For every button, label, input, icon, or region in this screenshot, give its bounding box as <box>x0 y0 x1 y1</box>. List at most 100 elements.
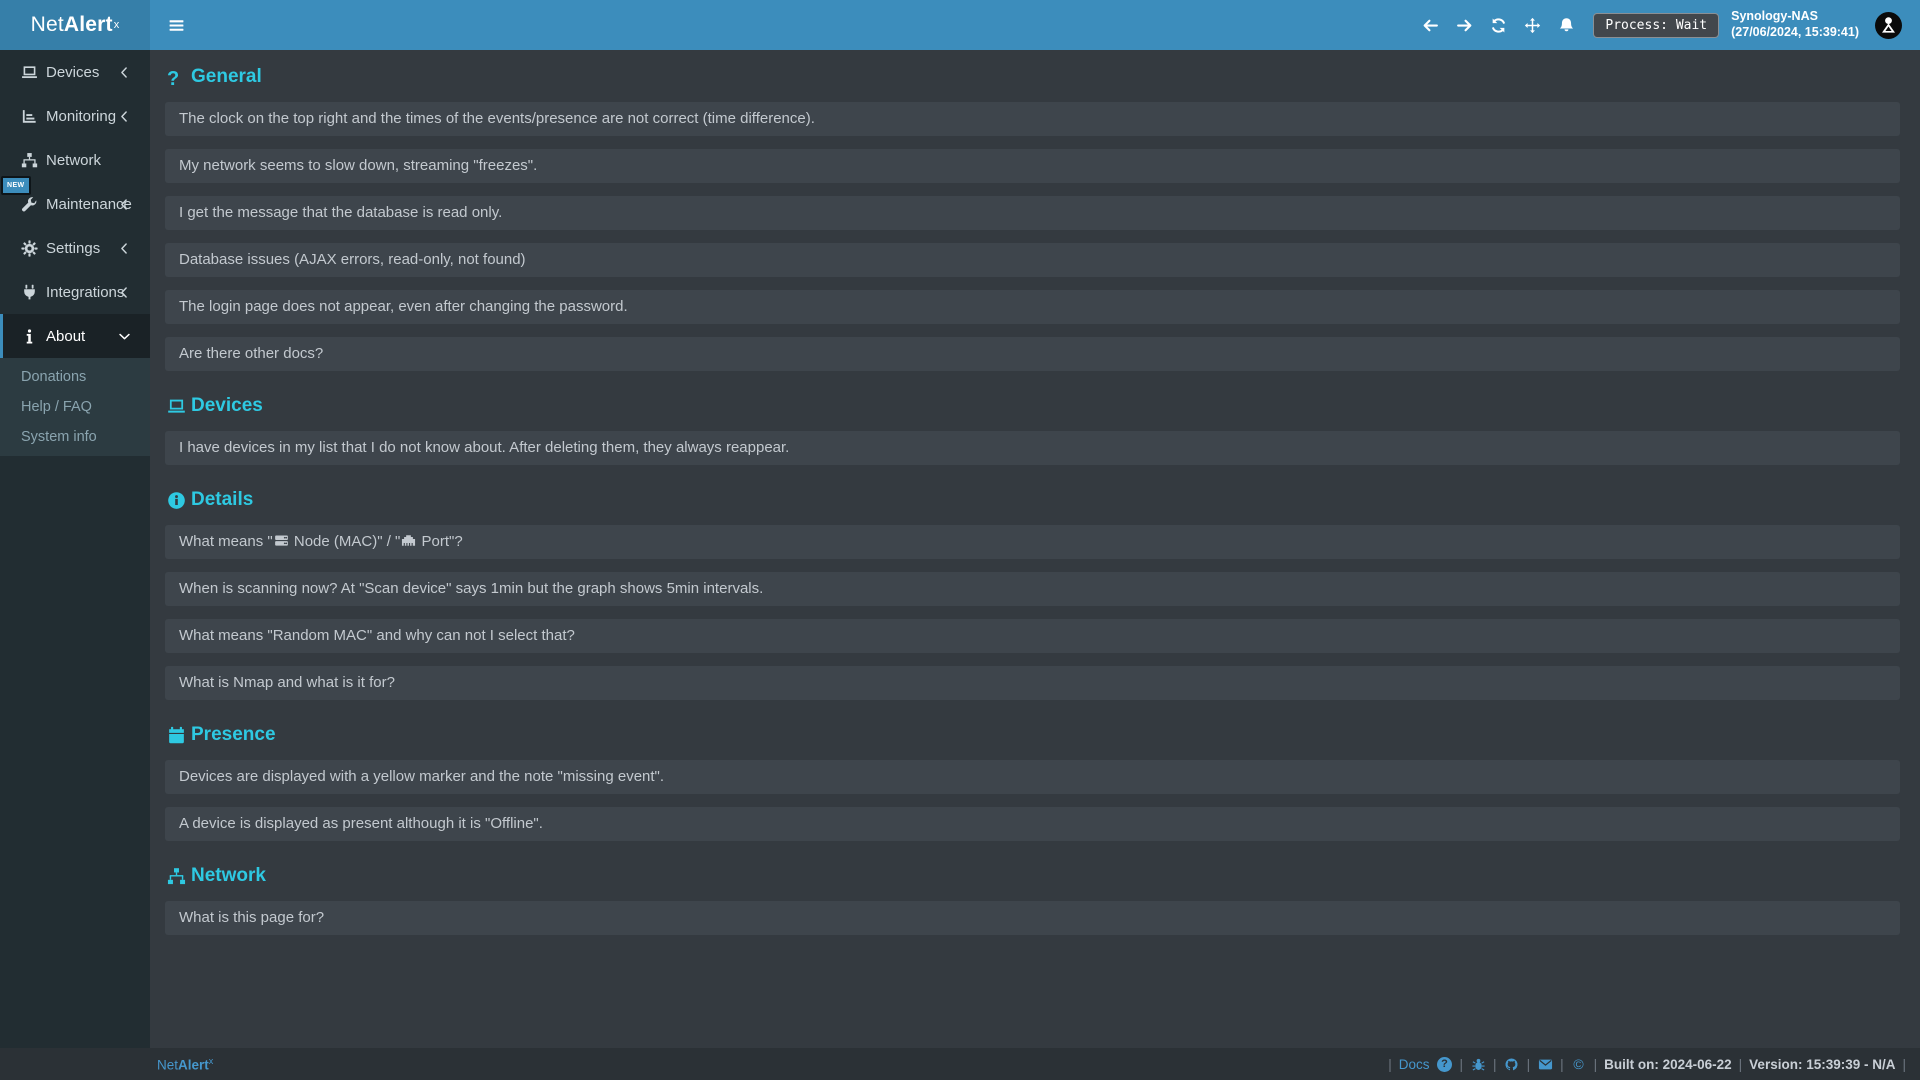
section-heading-presence: Presence <box>167 724 1900 746</box>
footer-separator: | <box>1738 1056 1743 1072</box>
footer-links: | Docs? | | | | © | Built on: 2024-06-22 | Version… <box>1388 1056 1906 1072</box>
footer-text: Version: 15:39:39 - N/A <box>1749 1056 1896 1072</box>
refresh-icon <box>1490 17 1507 34</box>
top-navbar: Net Alert x Process: Wait Synology-NAS (27… <box>0 0 1920 50</box>
chevron-left-icon <box>118 110 131 123</box>
faq-sections: ? General The clock on the top right and t… <box>165 66 1900 935</box>
bell-icon <box>1558 17 1575 34</box>
faq-item[interactable]: A device is displayed as present althoug… <box>165 807 1900 841</box>
sidebar-item-maintenance[interactable]: Maintenance <box>0 182 150 226</box>
server-icon <box>274 533 289 548</box>
sidebar-toggle-button[interactable] <box>150 0 203 50</box>
faq-item[interactable]: The clock on the top right and the times… <box>165 102 1900 136</box>
chevron-left-icon <box>118 198 131 211</box>
footer: NetAlertx | Docs? | | | | © | Built on: 2024-06-… <box>0 1048 1920 1080</box>
footer-separator: | <box>1902 1056 1906 1072</box>
github-icon[interactable] <box>1504 1056 1520 1072</box>
sidebar: Devices Monitoring Network Maintenance Setti… <box>0 50 150 1048</box>
section-title: Devices <box>191 395 263 416</box>
section-title: Network <box>191 865 266 886</box>
gear-icon <box>21 239 38 257</box>
sitemap-icon <box>167 867 186 886</box>
chevron-down-icon <box>118 330 131 343</box>
question-icon: ? <box>167 67 180 90</box>
faq-item[interactable]: What is this page for? <box>165 901 1900 935</box>
footer-brand-link[interactable]: NetAlertx <box>157 1055 214 1073</box>
footer-separator: | <box>1459 1056 1464 1072</box>
process-status-badge[interactable]: Process: Wait <box>1593 12 1720 38</box>
footer-separator: | <box>1593 1056 1598 1072</box>
chevron-left-icon <box>118 66 131 79</box>
faq-item[interactable]: What is Nmap and what is it for? <box>165 666 1900 700</box>
faq-item[interactable]: What means " Node (MAC)" / " Port"? <box>165 525 1900 559</box>
bug-icon[interactable] <box>1470 1056 1486 1072</box>
move-button[interactable] <box>1515 0 1549 50</box>
faq-item[interactable]: Database issues (AJAX errors, read-only,… <box>165 243 1900 277</box>
question-circle-icon[interactable]: ? <box>1437 1056 1453 1072</box>
chart-icon <box>21 108 38 125</box>
sidebar-item-devices[interactable]: Devices <box>0 50 150 94</box>
faq-item[interactable]: Devices are displayed with a yellow mark… <box>165 760 1900 794</box>
section-title: General <box>191 66 262 87</box>
move-icon <box>1524 17 1541 34</box>
host-name: Synology-NAS <box>1731 9 1818 24</box>
section-title: Presence <box>191 724 276 745</box>
docs-link[interactable]: Docs <box>1398 1056 1430 1072</box>
user-avatar <box>1875 11 1902 39</box>
sidebar-item-about[interactable]: About <box>0 314 150 358</box>
back-icon <box>1422 17 1439 34</box>
faq-item[interactable]: I get the message that the database is r… <box>165 196 1900 230</box>
section-heading-general: ? General <box>167 66 1900 90</box>
footer-separator: | <box>1388 1056 1392 1072</box>
laptop-icon <box>21 64 38 81</box>
footer-separator: | <box>1526 1056 1531 1072</box>
sidebar-subitem-donations[interactable]: Donations <box>21 369 87 385</box>
footer-separator: | <box>1493 1056 1497 1072</box>
wrench-icon <box>21 196 38 213</box>
faq-item[interactable]: What means "Random MAC" and why can not … <box>165 619 1900 653</box>
faq-item[interactable]: The login page does not appear, even aft… <box>165 290 1900 324</box>
new-feature-badge[interactable]: NEW <box>1 176 31 195</box>
faq-item[interactable]: My network seems to slow down, streaming… <box>165 149 1900 183</box>
sidebar-item-label: Integrations <box>46 283 125 301</box>
sidebar-item-integrations[interactable]: Integrations <box>0 270 150 314</box>
plug-icon <box>21 284 38 301</box>
refresh-button[interactable] <box>1481 0 1515 50</box>
laptop-icon <box>167 397 186 416</box>
sidebar-item-label: About <box>46 327 86 345</box>
sidebar-item-label: Monitoring <box>46 107 117 125</box>
back-button[interactable] <box>1413 0 1447 50</box>
forward-icon <box>1456 17 1473 34</box>
sidebar-item-monitoring[interactable]: Monitoring <box>0 94 150 138</box>
sidebar-subitem-help-faq[interactable]: Help / FAQ <box>21 399 92 415</box>
faq-item[interactable]: Are there other docs? <box>165 337 1900 371</box>
header-icon-nav <box>1413 0 1583 50</box>
app-logo[interactable]: Net Alert x <box>0 0 150 50</box>
sidebar-item-label: Maintenance <box>46 195 132 213</box>
footer-separator: | <box>1560 1056 1564 1072</box>
faq-item[interactable]: When is scanning now? At "Scan device" s… <box>165 572 1900 606</box>
sidebar-item-label: Devices <box>46 63 100 81</box>
info-icon <box>21 328 38 345</box>
forward-button[interactable] <box>1447 0 1481 50</box>
footer-text: Built on: 2024-06-22 <box>1604 1056 1732 1072</box>
section-title: Details <box>191 489 254 510</box>
sidebar-item-network[interactable]: Network <box>0 138 150 182</box>
envelope-icon[interactable] <box>1537 1056 1553 1072</box>
section-heading-details: Details <box>167 489 1900 511</box>
section-heading-devices: Devices <box>167 395 1900 417</box>
hamburger-icon <box>168 17 185 34</box>
sidebar-item-settings[interactable]: Settings <box>0 226 150 270</box>
sidebar-subitem-system-info[interactable]: System info <box>21 429 97 445</box>
sidebar-submenu: Donations Help / FAQ System info <box>0 358 150 456</box>
chevron-left-icon <box>118 286 131 299</box>
bell-button[interactable] <box>1549 0 1583 50</box>
chevron-left-icon <box>118 242 131 255</box>
sitemap-icon <box>21 152 38 169</box>
host-info: Synology-NAS (27/06/2024, 15:39:41) <box>1731 9 1859 40</box>
copyright-icon: © <box>1573 1056 1584 1072</box>
faq-item[interactable]: I have devices in my list that I do not … <box>165 431 1900 465</box>
calendar-icon <box>167 726 186 745</box>
ethernet-icon <box>401 533 416 548</box>
